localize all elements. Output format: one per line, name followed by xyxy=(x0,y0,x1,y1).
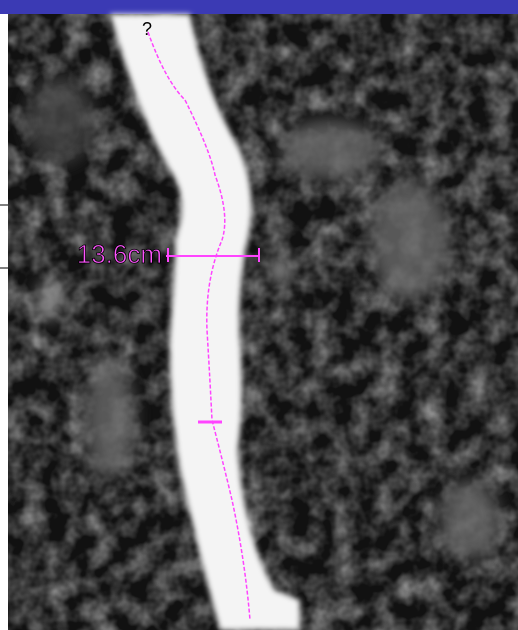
marker-label: ? xyxy=(142,19,152,39)
title-bar xyxy=(0,0,518,14)
centerline xyxy=(147,31,251,621)
measurement-label: 13.6cm xyxy=(77,239,162,269)
scan-image: 13.6cm ? xyxy=(8,14,518,630)
soft-tissue xyxy=(25,75,500,560)
vessel xyxy=(110,14,300,630)
left-margin xyxy=(0,14,8,630)
